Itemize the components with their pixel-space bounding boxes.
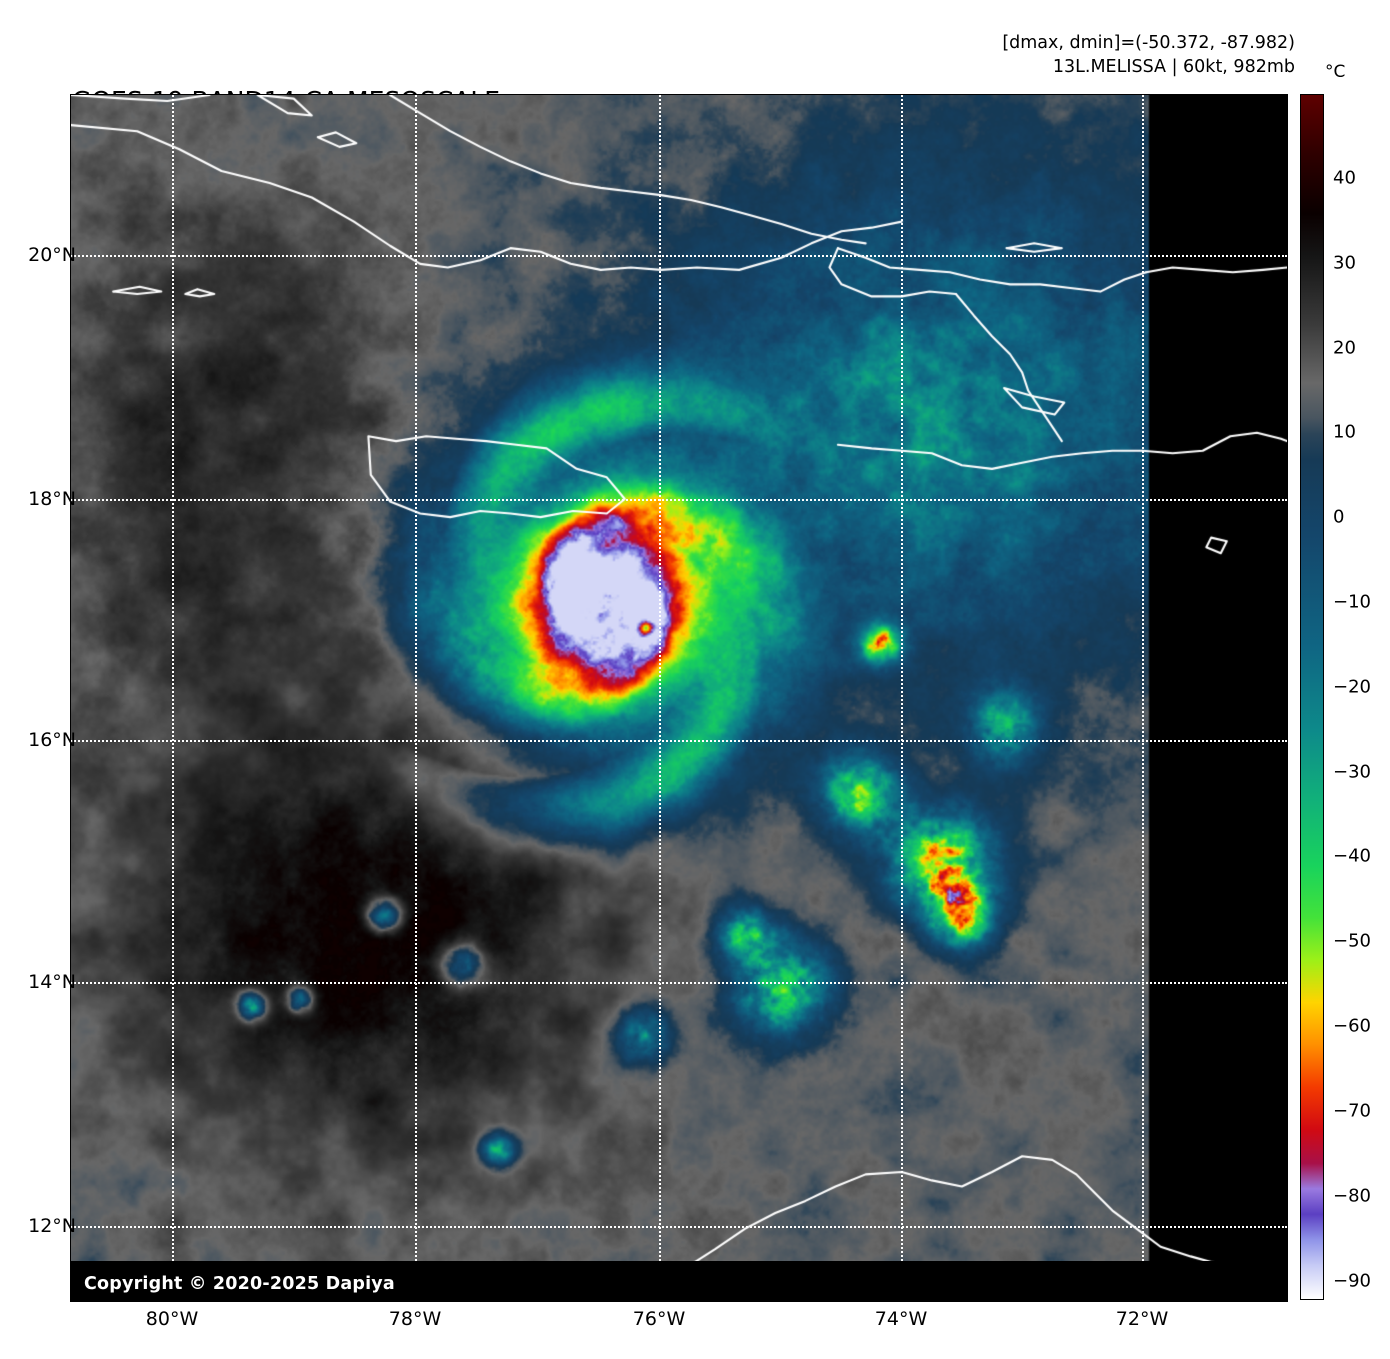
gridline-horizontal: [71, 499, 1287, 501]
satellite-imagery-canvas: [71, 95, 1287, 1301]
gridline-vertical: [1142, 95, 1144, 1301]
colorbar[interactable]: [1300, 94, 1324, 1300]
colorbar-tick-label: −50: [1333, 930, 1371, 952]
x-axis-tick-label: 78°W: [388, 1308, 442, 1330]
gridline-vertical: [415, 95, 417, 1301]
colorbar-tick-label: 0: [1333, 506, 1345, 528]
y-axis-tick-label: 16°N: [28, 729, 76, 751]
data-range-text: [dmax, dmin]=(-50.372, -87.982): [1002, 33, 1295, 53]
gridline-vertical: [172, 95, 174, 1301]
y-axis-tick-label: 20°N: [28, 244, 76, 266]
gridline-horizontal: [71, 255, 1287, 257]
gridline-horizontal: [71, 982, 1287, 984]
colorbar-tick-label: −30: [1333, 761, 1371, 783]
colorbar-tick-label: −40: [1333, 845, 1371, 867]
gridline-vertical: [659, 95, 661, 1301]
x-axis-tick-label: 80°W: [145, 1308, 199, 1330]
colorbar-tick-label: −70: [1333, 1100, 1371, 1122]
colorbar-tick-label: −80: [1333, 1185, 1371, 1207]
colorbar-tick-label: −90: [1333, 1270, 1371, 1292]
colorbar-tick-label: 30: [1333, 252, 1356, 274]
y-axis-tick-label: 18°N: [28, 488, 76, 510]
colorbar-tick-label: −10: [1333, 591, 1371, 613]
gridline-horizontal: [71, 1226, 1287, 1228]
gridline-vertical: [901, 95, 903, 1301]
colorbar-gradient: [1301, 95, 1323, 1299]
x-axis-tick-label: 74°W: [874, 1308, 928, 1330]
colorbar-unit-label: °C: [1325, 62, 1346, 82]
y-axis-tick-label: 12°N: [28, 1215, 76, 1237]
metadata-block: [dmax, dmin]=(-50.372, -87.982) 13L.MELI…: [1002, 32, 1295, 79]
colorbar-tick-label: 10: [1333, 421, 1356, 443]
colorbar-tick-label: −60: [1333, 1015, 1371, 1037]
axes-inner: [71, 95, 1287, 1301]
gridline-horizontal: [71, 740, 1287, 742]
storm-info-text: 13L.MELISSA | 60kt, 982mb: [1052, 56, 1295, 77]
copyright-text: Copyright © 2020-2025 Dapiya: [84, 1274, 395, 1294]
colorbar-tick-label: 40: [1333, 167, 1356, 189]
colorbar-tick-label: 20: [1333, 337, 1356, 359]
x-axis-tick-label: 76°W: [632, 1308, 686, 1330]
x-axis-tick-label: 72°W: [1115, 1308, 1169, 1330]
no-data-bottom-band: [71, 1261, 1287, 1301]
satellite-image-axes[interactable]: [70, 94, 1288, 1302]
y-axis-tick-label: 14°N: [28, 971, 76, 993]
colorbar-tick-label: −20: [1333, 676, 1371, 698]
